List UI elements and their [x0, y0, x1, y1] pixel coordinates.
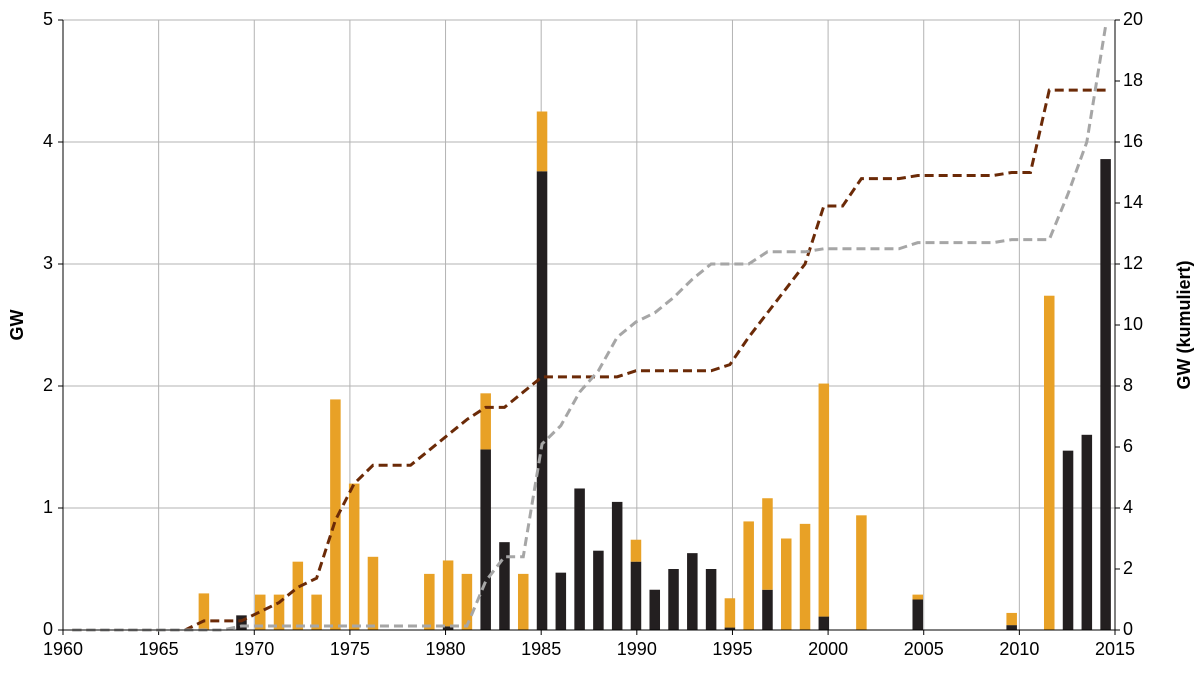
bar	[912, 599, 924, 630]
x-tick-label: 1970	[234, 639, 274, 659]
x-tick-label: 1965	[139, 639, 179, 659]
bar	[574, 488, 585, 630]
bar	[292, 561, 304, 630]
bar	[311, 594, 322, 630]
bar	[762, 589, 773, 630]
bar	[856, 515, 867, 630]
y2-tick-label: 16	[1123, 131, 1143, 151]
y2-tick-label: 10	[1123, 314, 1143, 334]
x-tick-label: 2010	[999, 639, 1039, 659]
y2-tick-label: 0	[1123, 619, 1133, 639]
bar	[762, 498, 773, 590]
bar	[724, 598, 736, 628]
y-tick-label: 2	[43, 375, 53, 395]
bar	[1006, 625, 1017, 630]
bar	[424, 573, 435, 630]
y2-tick-label: 2	[1123, 558, 1133, 578]
y-tick-label: 1	[43, 497, 53, 517]
y2-tick-label: 14	[1123, 192, 1143, 212]
y-axis-label: GW	[7, 309, 27, 340]
x-tick-label: 1975	[330, 639, 370, 659]
line	[72, 88, 1106, 632]
bar	[593, 550, 604, 630]
y2-tick-label: 18	[1123, 70, 1143, 90]
bar	[330, 399, 341, 630]
bar	[442, 560, 454, 627]
x-tick-label: 1990	[617, 639, 657, 659]
x-tick-label: 2015	[1095, 639, 1135, 659]
bar	[367, 556, 379, 630]
bar	[236, 615, 247, 630]
bar	[818, 383, 830, 617]
x-tick-label: 2005	[904, 639, 944, 659]
bar	[1043, 295, 1055, 630]
bar	[705, 569, 717, 630]
x-tick-label: 1995	[712, 639, 752, 659]
bar	[687, 553, 698, 630]
bar	[611, 501, 623, 630]
bar	[1006, 612, 1017, 626]
bar	[1062, 450, 1074, 630]
bar	[724, 627, 736, 630]
bar	[273, 594, 285, 630]
bar	[1100, 159, 1111, 630]
y2-axis-label: GW (kumuliert)	[1174, 260, 1194, 389]
bar	[630, 561, 642, 630]
x-tick-label: 1960	[43, 639, 83, 659]
bar	[818, 616, 830, 630]
bar	[630, 539, 642, 562]
bar	[912, 594, 924, 600]
bar	[254, 594, 266, 630]
bar	[1081, 434, 1093, 630]
y2-tick-label: 8	[1123, 375, 1133, 395]
bar	[517, 573, 529, 630]
y-tick-label: 0	[43, 619, 53, 639]
bar	[480, 449, 491, 630]
bar	[668, 569, 679, 630]
line	[72, 25, 1108, 632]
x-tick-label: 2000	[808, 639, 848, 659]
y2-tick-label: 6	[1123, 436, 1133, 456]
bar	[555, 572, 567, 630]
y2-tick-label: 12	[1123, 253, 1143, 273]
bar	[799, 523, 811, 630]
y-tick-label: 3	[43, 253, 53, 273]
bar	[743, 521, 754, 630]
bar	[499, 542, 510, 630]
y2-tick-label: 20	[1123, 9, 1143, 29]
bar	[536, 111, 548, 172]
x-tick-label: 1985	[521, 639, 561, 659]
bar	[348, 483, 360, 630]
y-tick-label: 4	[43, 131, 53, 151]
bar	[461, 573, 473, 630]
y-tick-label: 5	[43, 9, 53, 29]
bar	[649, 589, 661, 630]
bar	[536, 171, 548, 630]
x-tick-label: 1980	[426, 639, 466, 659]
bar	[480, 393, 491, 450]
y2-tick-label: 4	[1123, 497, 1133, 517]
bar	[780, 538, 792, 630]
bar	[198, 593, 210, 630]
bar	[442, 626, 454, 630]
